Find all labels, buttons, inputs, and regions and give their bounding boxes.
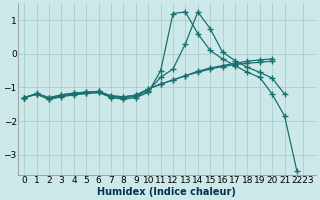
X-axis label: Humidex (Indice chaleur): Humidex (Indice chaleur) — [97, 187, 236, 197]
